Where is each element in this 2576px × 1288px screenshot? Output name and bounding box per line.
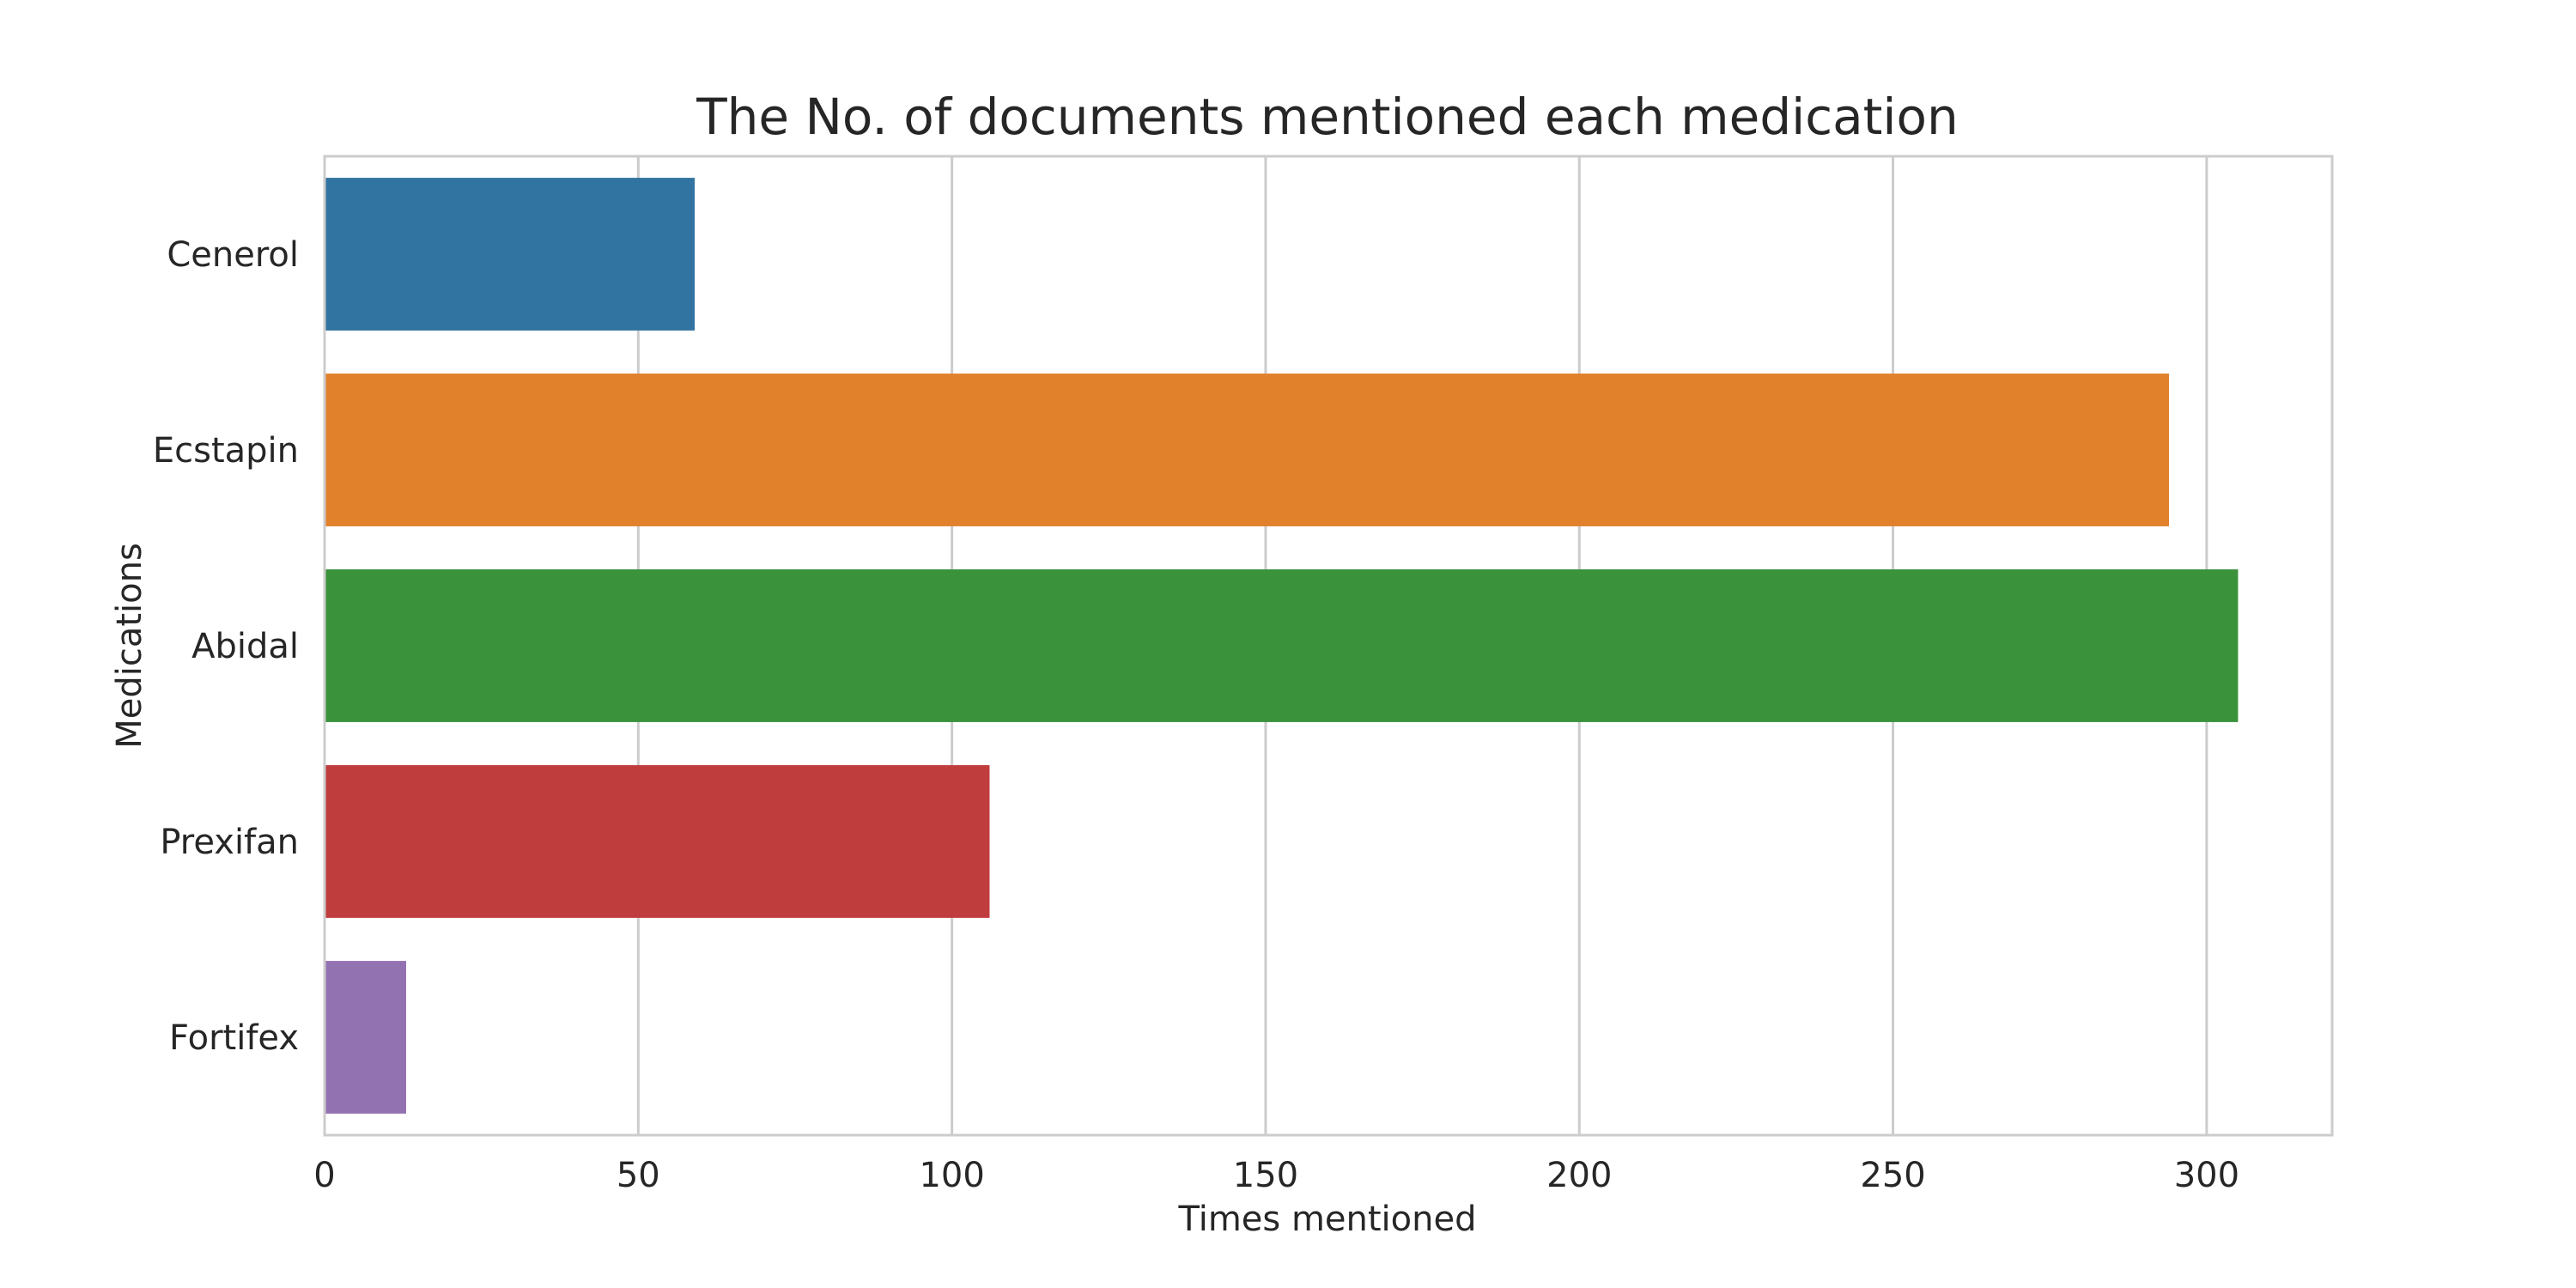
x-tick-label: 150 bbox=[1233, 1156, 1298, 1195]
plot-frame bbox=[323, 155, 2334, 1137]
y-axis-label: Medications bbox=[110, 543, 149, 749]
x-tick-label: 0 bbox=[313, 1156, 335, 1195]
y-tick-label: Prexifan bbox=[160, 823, 299, 862]
x-tick-label: 50 bbox=[617, 1156, 660, 1195]
x-tick-label: 300 bbox=[2174, 1156, 2239, 1195]
bar-ecstapin bbox=[325, 374, 2170, 526]
bar-cenerol bbox=[325, 178, 696, 331]
y-tick-label: Cenerol bbox=[167, 235, 299, 275]
bars bbox=[325, 178, 2239, 1114]
bar-abidal bbox=[325, 569, 2239, 722]
chart-title: The No. of documents mentioned each medi… bbox=[696, 88, 1959, 146]
x-tick-label: 100 bbox=[919, 1156, 984, 1195]
x-tick-label: 250 bbox=[1860, 1156, 1925, 1195]
x-tick-label: 200 bbox=[1546, 1156, 1612, 1195]
y-axis-ticks: Cenerol Ecstapin Abidal Prexifan Fortifex bbox=[153, 235, 299, 1058]
y-tick-label: Ecstapin bbox=[153, 431, 299, 471]
y-tick-label: Abidal bbox=[191, 627, 299, 666]
x-axis-label: Times mentioned bbox=[1178, 1200, 1477, 1239]
y-tick-label: Fortifex bbox=[169, 1018, 299, 1058]
x-axis-ticks: 0 50 100 150 200 250 300 bbox=[313, 1156, 2239, 1195]
bar-prexifan bbox=[325, 765, 990, 918]
bar-fortifex bbox=[325, 961, 406, 1114]
